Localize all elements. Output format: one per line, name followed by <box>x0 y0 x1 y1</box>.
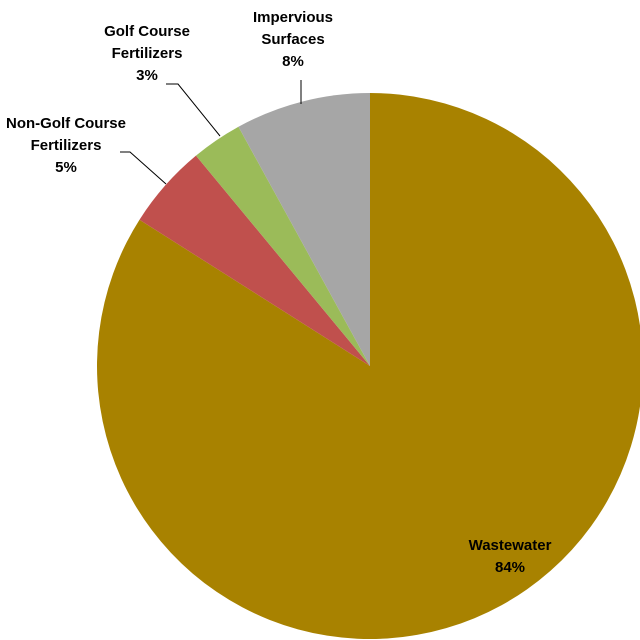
pie-slice-wastewater <box>97 93 640 639</box>
data-label: Wastewater 84% <box>469 537 552 576</box>
pie-slice-golf-course-fertilizers <box>195 126 370 367</box>
pie-slice-impervious-surfaces <box>238 93 370 366</box>
leader-line <box>166 83 221 137</box>
data-label: Impervious Surfaces 8% <box>253 9 333 70</box>
pie-slice-non-golf-course-fertilizers <box>139 155 370 366</box>
leader-line <box>120 151 167 185</box>
data-label: Non-Golf Course Fertilizers 5% <box>6 115 126 176</box>
data-labels: Wastewater 84% Non-Golf Course Fertilizers 5… <box>6 9 552 576</box>
data-label: Golf Course Fertilizers 3% <box>104 23 190 84</box>
pie-slices <box>97 93 640 639</box>
leader-lines <box>120 80 302 185</box>
